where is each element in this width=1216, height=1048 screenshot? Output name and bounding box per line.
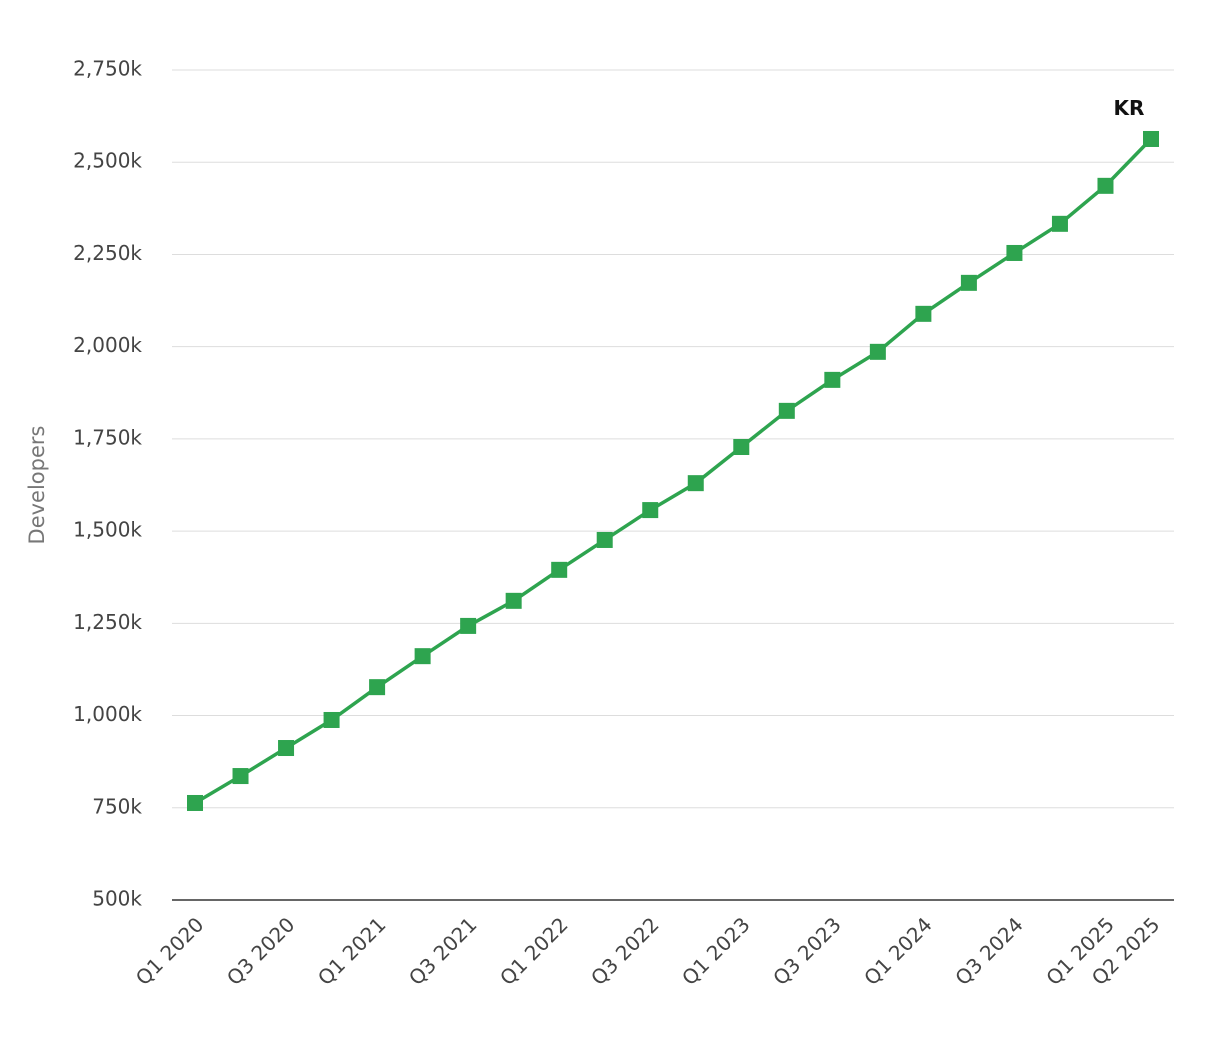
x-tick-label: Q3 2024 xyxy=(950,912,1028,990)
y-tick-label: 1,250k xyxy=(73,610,142,634)
data-point xyxy=(232,768,249,785)
data-point xyxy=(1051,215,1068,232)
data-point xyxy=(187,794,203,811)
data-point xyxy=(323,711,340,728)
data-point xyxy=(1097,177,1114,194)
data-point xyxy=(733,439,750,456)
data-point xyxy=(1006,244,1023,261)
series-label: KR xyxy=(1114,96,1145,120)
x-tick-label: Q1 2020 xyxy=(131,912,209,990)
y-tick-label: 2,500k xyxy=(73,149,142,173)
y-tick-label: 1,000k xyxy=(73,702,142,726)
y-tick-label: 1,750k xyxy=(73,425,142,449)
data-point xyxy=(778,402,795,419)
y-tick-label: 2,750k xyxy=(73,57,142,81)
x-tick-label: Q3 2022 xyxy=(586,912,664,990)
x-tick-label: Q1 2023 xyxy=(677,912,755,990)
data-point xyxy=(596,531,613,548)
data-point xyxy=(687,475,704,492)
x-tick-label: Q1 2022 xyxy=(495,912,573,990)
data-point xyxy=(414,648,431,665)
data-point xyxy=(278,740,295,757)
data-point xyxy=(1143,130,1159,147)
y-tick-label: 750k xyxy=(92,794,142,818)
data-point xyxy=(869,343,886,360)
data-point xyxy=(824,371,841,388)
y-tick-label: 500k xyxy=(92,887,142,911)
data-point xyxy=(505,592,522,609)
data-point xyxy=(460,617,477,634)
x-tick-label: Q3 2020 xyxy=(222,912,300,990)
x-tick-label: Q1 2024 xyxy=(859,912,937,990)
x-tick-label: Q1 2021 xyxy=(313,912,391,990)
x-tick-label: Q3 2021 xyxy=(404,912,482,990)
y-axis-title: Developers xyxy=(25,426,49,545)
x-tick-label: Q3 2023 xyxy=(768,912,846,990)
y-tick-label: 1,500k xyxy=(73,518,142,542)
data-point xyxy=(960,274,977,291)
data-point xyxy=(915,305,932,322)
data-point xyxy=(369,679,386,696)
data-point xyxy=(642,502,659,519)
y-tick-label: 2,000k xyxy=(73,333,142,357)
series-line xyxy=(194,137,1153,805)
y-tick-label: 2,250k xyxy=(73,241,142,265)
data-point xyxy=(551,561,568,578)
